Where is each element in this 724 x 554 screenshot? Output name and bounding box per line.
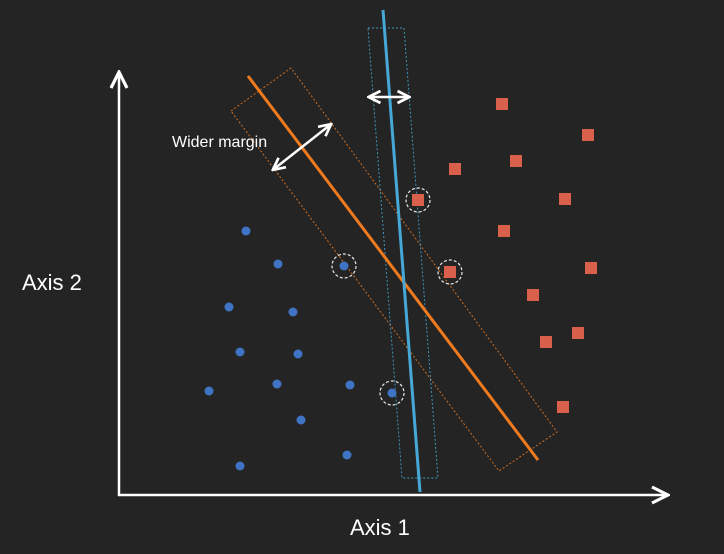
class-b-point (498, 225, 510, 237)
support-vector-ring (379, 380, 405, 406)
class-b-point (572, 327, 584, 339)
class-b-support-vector (412, 194, 424, 206)
class-a-point (296, 415, 306, 425)
class-a-point (345, 380, 355, 390)
wide-margin-arrow (274, 125, 330, 169)
y-axis-label: Axis 2 (22, 270, 82, 295)
class-b-point (510, 155, 522, 167)
class-b-point (540, 336, 552, 348)
class-a-point (272, 379, 282, 389)
margin-annotation: Wider margin (172, 134, 267, 151)
class-a-point (241, 226, 251, 236)
support-vector-ring (437, 259, 463, 285)
class-a-points (204, 226, 405, 471)
x-axis-label: Axis 1 (350, 515, 410, 540)
class-a-point (273, 259, 283, 269)
class-a-point (235, 347, 245, 357)
class-a-support-vector (339, 261, 349, 271)
class-b-point (582, 129, 594, 141)
class-b-point (527, 289, 539, 301)
support-vector-ring (331, 253, 357, 279)
class-b-point (559, 193, 571, 205)
narrow-margin-hyperplane (381, 9, 422, 493)
class-a-point (235, 461, 245, 471)
class-a-point (204, 386, 214, 396)
class-b-point (449, 163, 461, 175)
class-a-support-vector (387, 388, 397, 398)
class-a-point (288, 307, 298, 317)
class-a-point (342, 450, 352, 460)
narrow-margin-boundary (367, 27, 439, 479)
class-b-point (557, 401, 569, 413)
class-a-point (293, 349, 303, 359)
class-b-point (496, 98, 508, 110)
class-b-points (405, 98, 597, 413)
class-b-support-vector (444, 266, 456, 278)
class-a-point (224, 302, 234, 312)
support-vector-ring (405, 187, 431, 213)
class-b-point (585, 262, 597, 274)
